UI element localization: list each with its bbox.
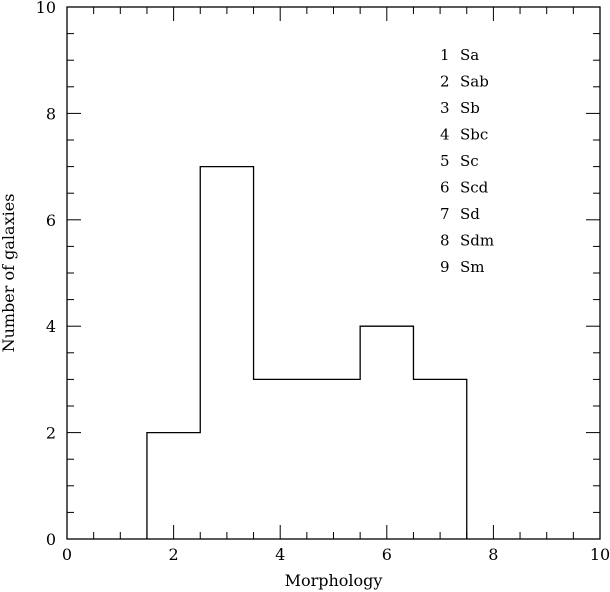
legend-number: 1 bbox=[440, 46, 450, 64]
legend-number: 5 bbox=[440, 152, 450, 170]
legend-label: Sbc bbox=[460, 126, 488, 144]
legend-number: 6 bbox=[440, 179, 450, 197]
legend-number: 7 bbox=[440, 205, 450, 223]
legend-number: 3 bbox=[440, 99, 450, 117]
legend-label: Sm bbox=[460, 258, 485, 276]
legend-number: 8 bbox=[440, 232, 450, 250]
histogram-bin bbox=[254, 379, 307, 539]
x-tick-label: 2 bbox=[169, 545, 179, 564]
y-tick-label: 0 bbox=[46, 530, 56, 549]
x-tick-label: 6 bbox=[382, 545, 392, 564]
x-tick-label: 0 bbox=[62, 545, 72, 564]
legend-label: Sdm bbox=[460, 232, 494, 250]
plot-frame bbox=[66, 6, 601, 540]
histogram-bin bbox=[413, 379, 466, 539]
x-tick-label: 10 bbox=[590, 545, 610, 564]
x-tick-label: 4 bbox=[275, 545, 285, 564]
y-tick-label: 6 bbox=[46, 211, 56, 230]
legend: 1 Sa 2 Sab 3 Sb 4 Sbc 5 Sc 6 Scd 7 Sd 8 Sdm 9 Sm bbox=[440, 46, 494, 276]
x-axis-title: Morphology bbox=[285, 571, 383, 590]
legend-label: Sc bbox=[460, 152, 479, 170]
histogram-outline bbox=[146, 165, 468, 539]
legend-label: Sa bbox=[460, 46, 479, 64]
legend-label: Sb bbox=[460, 99, 480, 117]
y-tick-label: 8 bbox=[46, 104, 56, 123]
histogram-bin bbox=[200, 167, 253, 539]
legend-number: 2 bbox=[440, 73, 450, 91]
tick-labels: 0 2 4 6 8 10 0 2 4 6 8 10 bbox=[36, 0, 610, 564]
legend-label: Sd bbox=[460, 205, 480, 223]
legend-number: 4 bbox=[440, 126, 450, 144]
legend-label: Sab bbox=[460, 73, 489, 91]
legend-number: 9 bbox=[440, 258, 450, 276]
y-tick-label: 2 bbox=[46, 424, 56, 443]
y-axis-title: Number of galaxies bbox=[0, 194, 18, 353]
y-tick-label: 10 bbox=[36, 0, 56, 17]
y-tick-label: 4 bbox=[46, 317, 56, 336]
histogram-bin bbox=[360, 326, 413, 539]
histogram-bin bbox=[147, 433, 200, 539]
x-tick-label: 8 bbox=[488, 545, 498, 564]
histogram-bins bbox=[147, 167, 467, 539]
histogram-bin bbox=[307, 379, 360, 539]
legend-label: Scd bbox=[460, 179, 489, 197]
